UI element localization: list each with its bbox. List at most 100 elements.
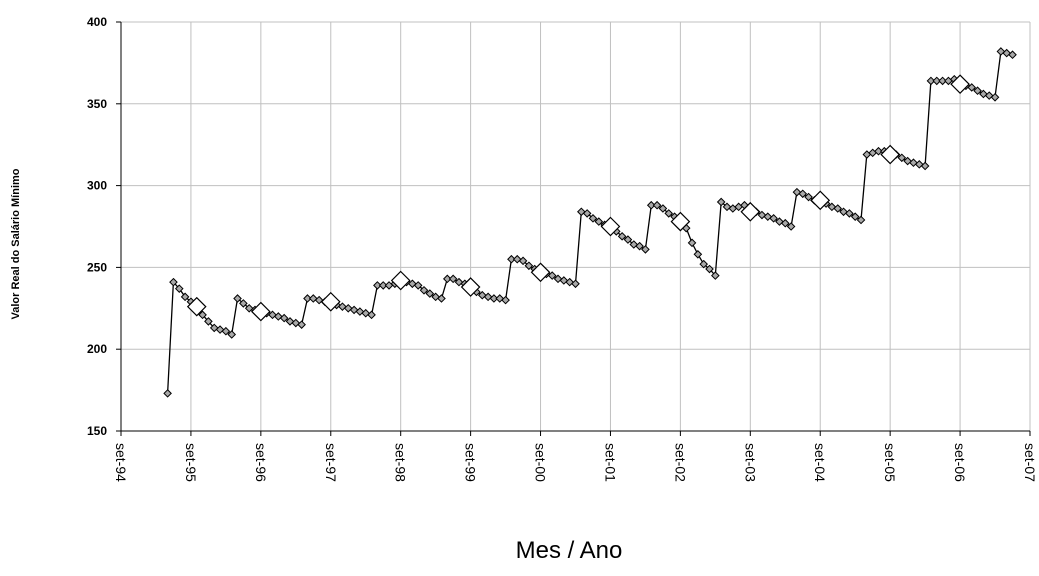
x-tick-label: set-94 [113, 443, 129, 482]
y-tick-label: 350 [87, 97, 107, 111]
data-point [699, 259, 708, 269]
data-point [507, 254, 516, 264]
highlight-point [600, 216, 621, 237]
y-tick-label: 200 [87, 342, 107, 356]
highlight-point [670, 211, 691, 232]
data-point [198, 310, 207, 320]
y-axis-label: Valor Real do Salário Mínimo [10, 168, 22, 319]
data-point [221, 326, 231, 336]
data-point [180, 292, 190, 302]
data-point [979, 89, 988, 99]
data-point [291, 318, 301, 328]
data-point [367, 310, 376, 320]
data-point [378, 281, 388, 290]
series-path [166, 50, 1013, 394]
data-point [693, 250, 703, 259]
axes [116, 21, 1031, 436]
data-point [524, 261, 534, 271]
data-point [635, 241, 644, 251]
data-point [437, 294, 446, 303]
x-tick-label: set-00 [533, 443, 549, 482]
data-point [705, 264, 714, 274]
data-point [646, 200, 656, 210]
y-tick-labels: 150 200 250 300 350 400 [87, 15, 107, 438]
data-point [990, 92, 1000, 102]
x-tick-label: set-01 [602, 443, 618, 482]
x-tick-label: set-98 [393, 443, 409, 482]
y-tick-label: 400 [87, 15, 107, 29]
x-tick-labels: set-94 set-95 set-96 set-97 set-98 set-99 set-… [113, 443, 1038, 482]
highlight-point [880, 144, 901, 165]
data-point [303, 294, 312, 303]
x-tick-label: set-03 [742, 443, 758, 482]
data-point [652, 200, 662, 210]
data-point [658, 204, 668, 213]
data-point [489, 294, 499, 303]
data-point [169, 277, 178, 287]
data-point [361, 308, 371, 318]
data-point [594, 217, 604, 226]
data-point [274, 312, 283, 321]
data-point [419, 285, 429, 295]
data-point [833, 204, 843, 213]
data-point [926, 76, 936, 86]
data-point [577, 207, 586, 217]
y-tick-label: 150 [87, 424, 107, 438]
data-point [757, 210, 767, 220]
data-point [588, 214, 598, 223]
data-point [227, 330, 237, 339]
data-point [1008, 50, 1017, 60]
data-point [547, 271, 557, 280]
x-tick-label: set-05 [882, 443, 898, 482]
x-tick-label: set-96 [253, 443, 269, 482]
data-point [938, 76, 947, 86]
data-point [641, 245, 650, 254]
data-point [209, 323, 219, 333]
data-point [903, 156, 912, 166]
data-point [996, 47, 1006, 56]
data-point [279, 313, 289, 323]
x-tick-label: set-99 [463, 443, 479, 482]
x-tick-label: set-97 [323, 443, 339, 482]
y-tick-label: 250 [87, 260, 107, 274]
data-point [448, 274, 458, 284]
data-point [617, 232, 627, 241]
data-point [932, 76, 942, 86]
data-point [431, 292, 440, 302]
data-point [443, 274, 452, 284]
data-point [786, 222, 796, 231]
data-point [285, 317, 295, 326]
data-point [804, 192, 813, 202]
highlight-point [460, 277, 481, 297]
x-tick-label: set-06 [952, 443, 968, 482]
data-point [349, 305, 359, 315]
series-line [166, 50, 1013, 394]
highlight-point [740, 201, 761, 222]
x-tick-label: set-02 [672, 443, 688, 482]
data-point [501, 295, 510, 305]
data-point [973, 86, 982, 96]
data-point [413, 281, 423, 290]
data-point [716, 197, 726, 207]
data-point [297, 320, 306, 329]
data-point [845, 209, 854, 218]
data-point [163, 389, 172, 398]
grid [121, 21, 1031, 431]
highlight-point [390, 270, 411, 291]
data-point [512, 254, 522, 264]
highlight-point [810, 190, 831, 211]
data-point [355, 307, 365, 316]
data-point [687, 238, 697, 248]
data-point [425, 289, 435, 298]
data-point [233, 294, 242, 303]
data-point [897, 153, 907, 163]
x-tick-label: set-04 [812, 443, 828, 482]
data-point [850, 212, 860, 221]
data-point [780, 218, 790, 228]
data-point [174, 284, 184, 293]
data-point [373, 281, 382, 290]
highlight-point [250, 301, 271, 322]
x-tick-label: set-95 [183, 443, 199, 482]
data-point [984, 91, 994, 100]
